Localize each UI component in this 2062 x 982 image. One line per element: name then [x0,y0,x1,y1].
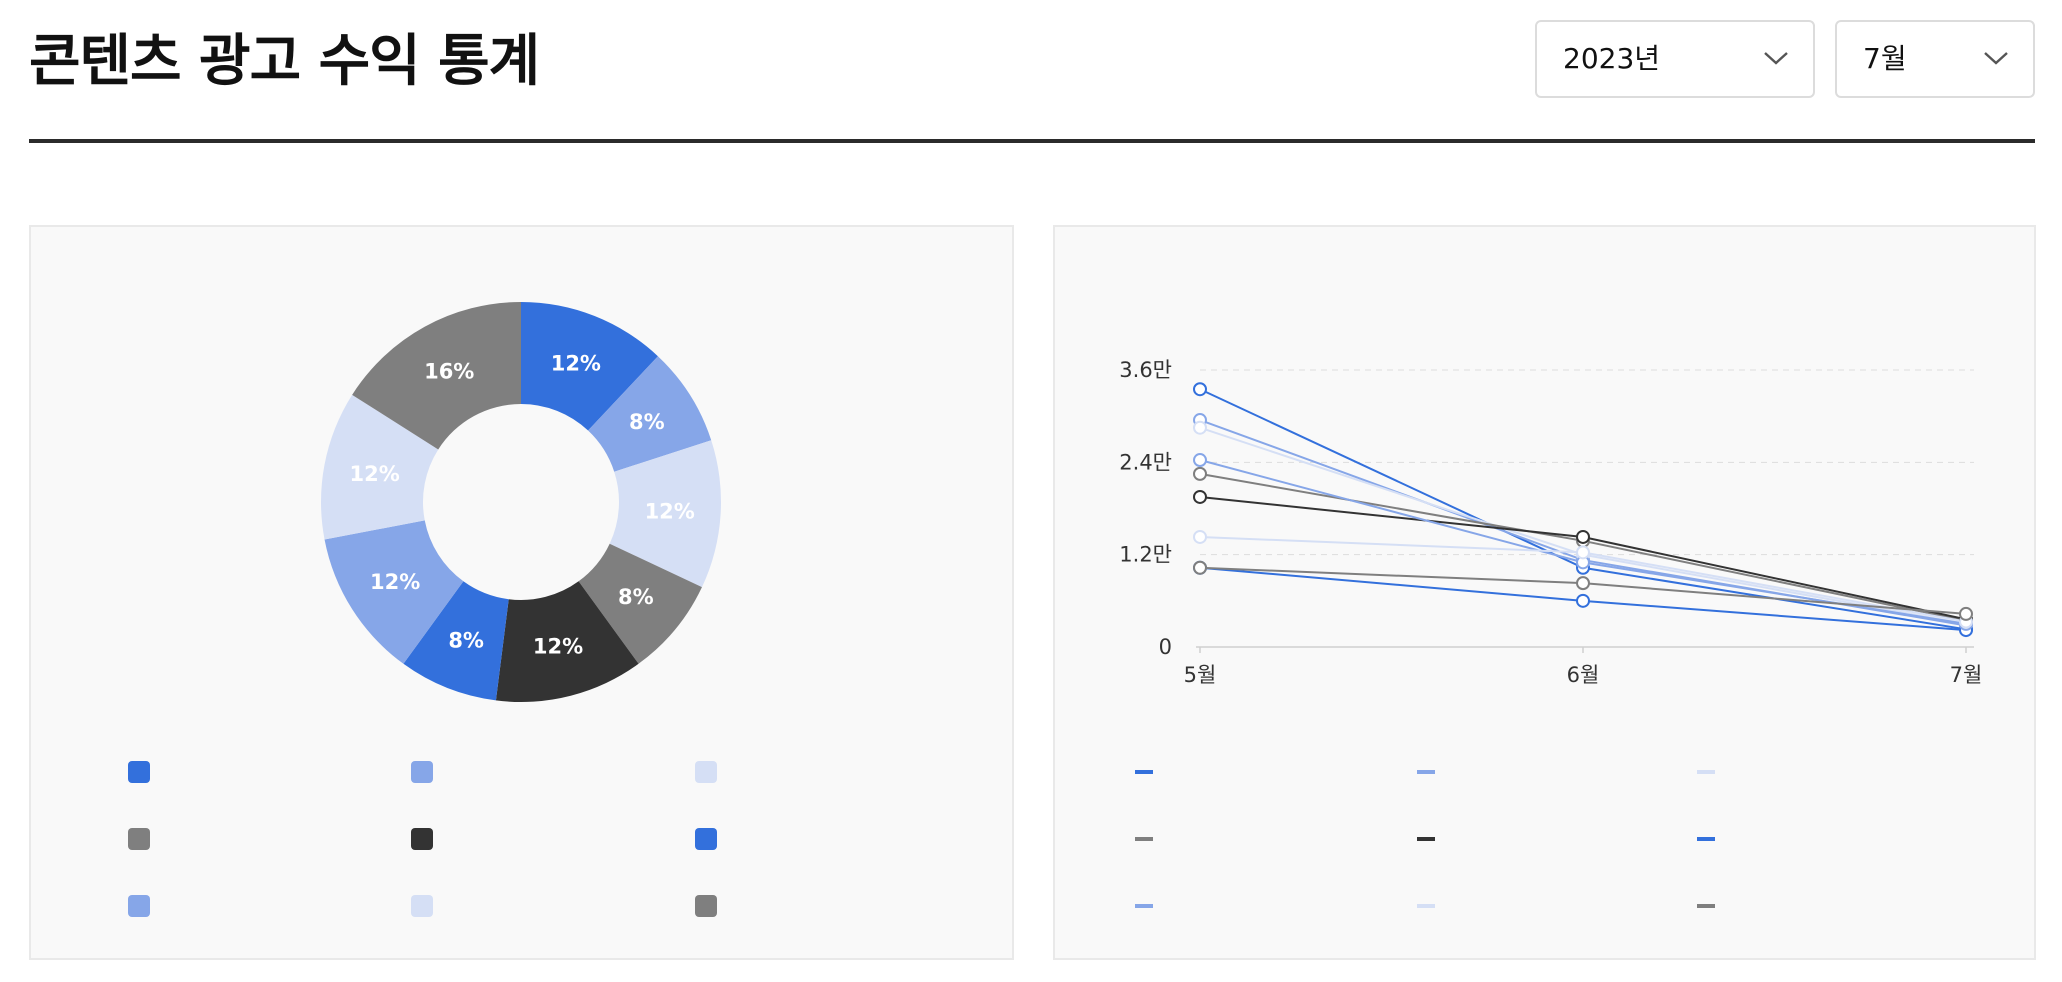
donut-slice-label-5: 12% [533,634,583,658]
month-select[interactable]: 7월 [1835,20,2035,98]
series-9-point[interactable] [1576,576,1590,591]
legend-item-2[interactable] [411,752,445,792]
legend-line-marker-icon [1697,837,1715,841]
series-5-point[interactable] [1193,489,1207,504]
donut-slice-7[interactable] [324,520,464,664]
legend-item-9[interactable] [1697,886,1727,926]
legend-line-marker-icon [1697,904,1715,908]
legend-item-2[interactable] [1417,752,1447,792]
legend-line-marker-icon [1135,837,1153,841]
donut-slice-label-9: 16% [424,359,474,383]
legend-item-3[interactable] [1697,752,1727,792]
donut-slice-label-7: 12% [370,570,420,594]
month-select-value: 7월 [1863,42,1907,75]
legend-marker-icon [128,895,150,917]
chevron-down-icon [1764,52,1788,65]
donut-slice-3[interactable] [609,440,721,588]
x-tick-label: 6월 [1567,663,1600,687]
legend-item-9[interactable] [695,886,729,926]
donut-chart-panel: 12% 8% 12% 8% 12% 8% 12% 12% 16% [29,225,1014,960]
line-chart-panel: 0 1.2만 2.4만 3.6만 5월 6월 7월 [1053,225,2036,960]
year-select-value: 2023년 [1563,42,1661,75]
legend-marker-icon [695,761,717,783]
series-4-point[interactable] [1193,466,1207,481]
donut-slice-label-8: 12% [350,462,400,486]
legend-marker-icon [128,828,150,850]
legend-item-5[interactable] [411,819,445,859]
legend-line-marker-icon [1135,904,1153,908]
y-tick-label: 0 [1159,635,1172,659]
legend-item-6[interactable] [695,819,729,859]
legend-line-marker-icon [1417,770,1435,774]
donut-slice-label-4: 8% [618,585,654,609]
x-tick-label: 5월 [1184,663,1217,687]
legend-line-marker-icon [1135,770,1153,774]
x-tick-label: 7월 [1950,663,1983,687]
year-select[interactable]: 2023년 [1535,20,1815,98]
donut-slice-label-1: 12% [551,351,601,375]
legend-marker-icon [411,761,433,783]
legend-item-6[interactable] [1697,819,1727,859]
y-tick-label: 3.6만 [1119,358,1172,382]
y-tick-label: 2.4만 [1119,450,1172,474]
donut-slice-2[interactable] [588,356,712,472]
series-5-point[interactable] [1576,529,1590,544]
chevron-down-icon [1984,52,2008,65]
legend-line-marker-icon [1417,837,1435,841]
series-9-point[interactable] [1193,560,1207,575]
legend-item-1[interactable] [1135,752,1165,792]
legend-item-7[interactable] [1135,886,1165,926]
legend-marker-icon [695,895,717,917]
donut-slice-4[interactable] [578,543,702,664]
series-3-point[interactable] [1193,420,1207,435]
series-8-point[interactable] [1576,545,1590,560]
legend-marker-icon [411,895,433,917]
donut-slice-8[interactable] [320,394,439,540]
legend-item-4[interactable] [1135,819,1165,859]
line-chart: 0 1.2만 2.4만 3.6만 5월 6월 7월 [1119,358,1983,687]
legend-marker-icon [695,828,717,850]
legend-item-8[interactable] [1417,886,1447,926]
legend-item-8[interactable] [411,886,445,926]
donut-chart: 12% 8% 12% 8% 12% 8% 12% 12% 16% [320,302,721,702]
donut-slice-6[interactable] [403,581,509,701]
legend-marker-icon [411,828,433,850]
donut-slice-label-3: 12% [645,499,695,523]
legend-item-3[interactable] [695,752,729,792]
donut-slice-5[interactable] [495,581,639,702]
series-1-point[interactable] [1193,382,1207,397]
page-title: 콘텐츠 광고 수익 통계 [29,29,540,94]
legend-item-7[interactable] [128,886,162,926]
legend-line-marker-icon [1697,770,1715,774]
series-6-point[interactable] [1576,593,1590,608]
legend-item-1[interactable] [128,752,162,792]
legend-item-4[interactable] [128,819,162,859]
series-8-point[interactable] [1193,529,1207,544]
header-divider [29,139,2035,143]
donut-slice-label-6: 8% [448,629,484,653]
donut-slice-label-2: 8% [629,410,665,434]
series-7-point[interactable] [1193,453,1207,468]
series-9-point[interactable] [1959,606,1973,621]
legend-marker-icon [128,761,150,783]
y-tick-label: 1.2만 [1119,543,1172,567]
donut-slice-1[interactable] [521,302,658,431]
legend-item-5[interactable] [1417,819,1447,859]
legend-line-marker-icon [1417,904,1435,908]
donut-slice-9[interactable] [352,302,521,450]
